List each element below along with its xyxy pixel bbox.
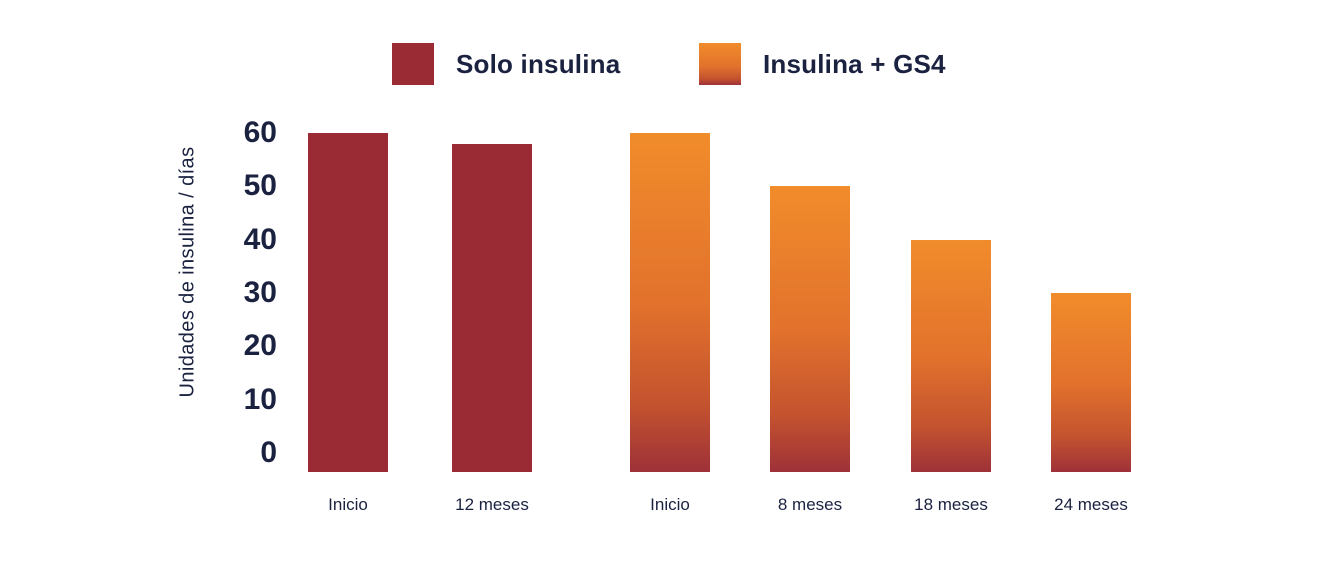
bar-insulina-gs4-inicio (630, 133, 710, 472)
x-label-inicio-2: Inicio (650, 495, 690, 514)
bar-insulina-gs4-18-meses (911, 240, 991, 472)
bar-solo-insulina-inicio (308, 133, 388, 472)
y-tick-60: 60 (243, 116, 277, 149)
bar-solo-insulina-12-meses (452, 144, 532, 472)
x-label-12-meses-1: 12 meses (455, 495, 529, 514)
legend-item-insulina-gs4: Insulina + GS4 (699, 43, 946, 85)
legend-label-solo-insulina: Solo insulina (456, 48, 621, 79)
legend-item-solo-insulina: Solo insulina (392, 43, 620, 85)
y-tick-40: 40 (243, 222, 277, 256)
bar-insulina-gs4-8-meses (770, 186, 850, 472)
y-tick-0: 0 (260, 436, 277, 469)
x-label-24-meses-5: 24 meses (1054, 495, 1128, 514)
y-tick-50: 50 (243, 169, 277, 203)
legend-label-insulina-gs4: Insulina + GS4 (763, 48, 946, 79)
x-label-inicio-0: Inicio (328, 495, 368, 514)
y-tick-10: 10 (243, 382, 277, 416)
x-label-8-meses-3: 8 meses (777, 495, 843, 514)
legend-swatch-insulina-gs4 (699, 43, 741, 85)
y-tick-30: 30 (243, 276, 277, 309)
legend-swatch-solo-insulina (392, 43, 434, 85)
bar-insulina-gs4-24-meses (1051, 293, 1131, 472)
y-tick-20: 20 (243, 329, 277, 363)
x-label-18-meses-4: 18 meses (914, 495, 988, 514)
